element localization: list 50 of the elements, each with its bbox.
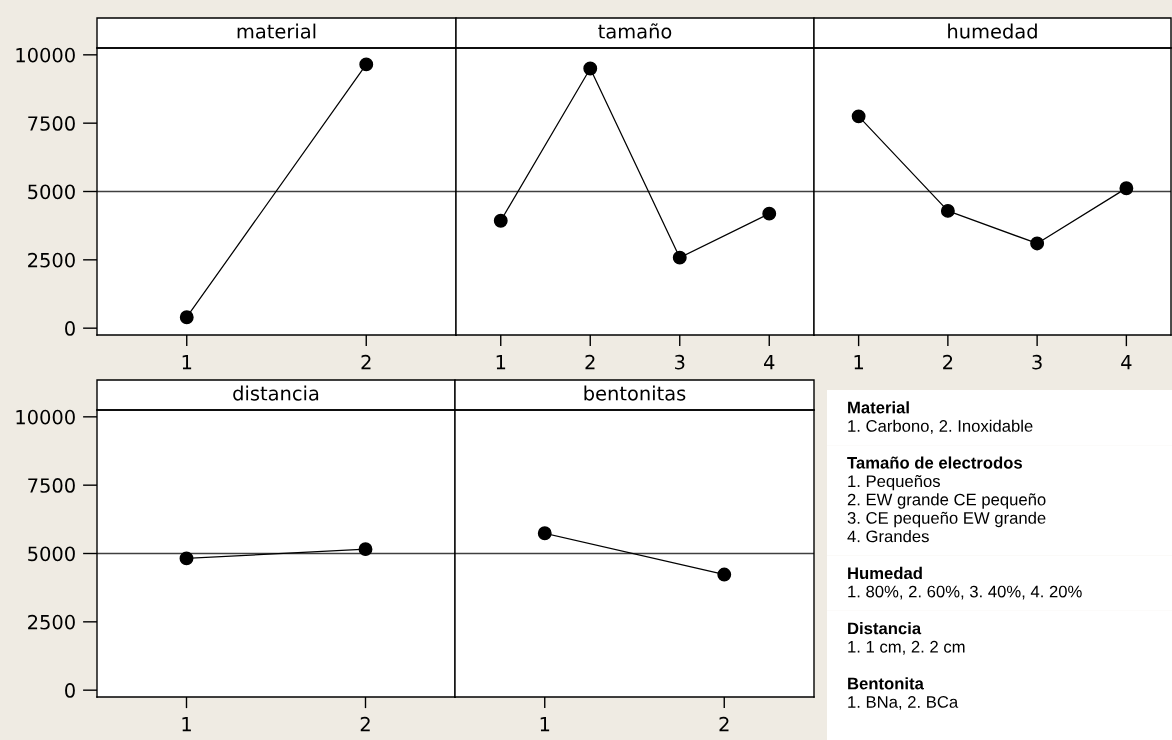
y-tick-label: 2500 — [28, 614, 75, 630]
y-tick-label: 2500 — [28, 252, 75, 268]
x-tick-label: 1 — [182, 355, 192, 370]
text: 2. EW grande CE pequeño — [847, 493, 1046, 509]
point — [851, 109, 866, 124]
y-tick-label: 5000 — [28, 546, 75, 562]
text: 1. Carbono, 2. Inoxidable — [848, 419, 1033, 434]
x-tick-label: 2 — [585, 354, 595, 370]
point — [583, 61, 598, 76]
y-tick-label: 10000 — [16, 409, 75, 425]
chart-title: humedad — [948, 23, 1037, 39]
x-tick-label: 2 — [360, 716, 370, 732]
y-tick-label: 10000 — [16, 47, 75, 63]
x-tick-label: 3 — [1032, 354, 1042, 370]
x-tick-label: 4 — [764, 355, 775, 370]
text: 1. 80%, 2. 60%, 3. 40%, 4. 20% — [848, 585, 1082, 600]
text: Distancia — [848, 622, 922, 635]
point — [1119, 181, 1134, 196]
point — [493, 213, 508, 228]
y-tick-label: 0 — [65, 321, 75, 336]
x-tick-label: 4 — [1121, 355, 1132, 370]
text: Bentonita — [848, 677, 924, 690]
text: 1. 1 cm, 2. 2 cm — [848, 640, 965, 655]
chart-title: tamaño — [598, 23, 672, 39]
x-tick-label: 1 — [182, 717, 191, 732]
text: Material — [848, 401, 909, 414]
chart-title: material — [237, 23, 316, 39]
point — [762, 206, 777, 221]
x-tick-label: 2 — [361, 354, 371, 370]
chart-title: distancia — [233, 385, 319, 401]
x-tick-label: 2 — [719, 716, 729, 732]
y-tick-label: 7500 — [28, 478, 75, 493]
x-tick-label: 1 — [496, 355, 506, 370]
y-tick-label: 5000 — [28, 184, 75, 200]
text: Humedad — [848, 566, 922, 580]
text: 1. BNa, 2. BCa — [848, 696, 959, 710]
x-tick-label: 1 — [854, 355, 864, 370]
text: 3. CE pequeño EW grande — [847, 511, 1046, 528]
text: 1. Pequeños — [848, 474, 940, 491]
point — [672, 250, 687, 265]
chart-title: bentonitas — [584, 385, 686, 401]
y-tick-label: 0 — [65, 683, 75, 698]
x-tick-label: 2 — [943, 354, 953, 370]
text: Tamaño de electrodos — [847, 456, 1022, 469]
point — [1030, 236, 1045, 251]
x-tick-label: 1 — [540, 717, 550, 732]
x-tick-label: 3 — [675, 354, 685, 370]
y-tick-label: 7500 — [28, 116, 75, 131]
point — [940, 203, 955, 218]
text: 4. Grandes — [847, 530, 929, 543]
